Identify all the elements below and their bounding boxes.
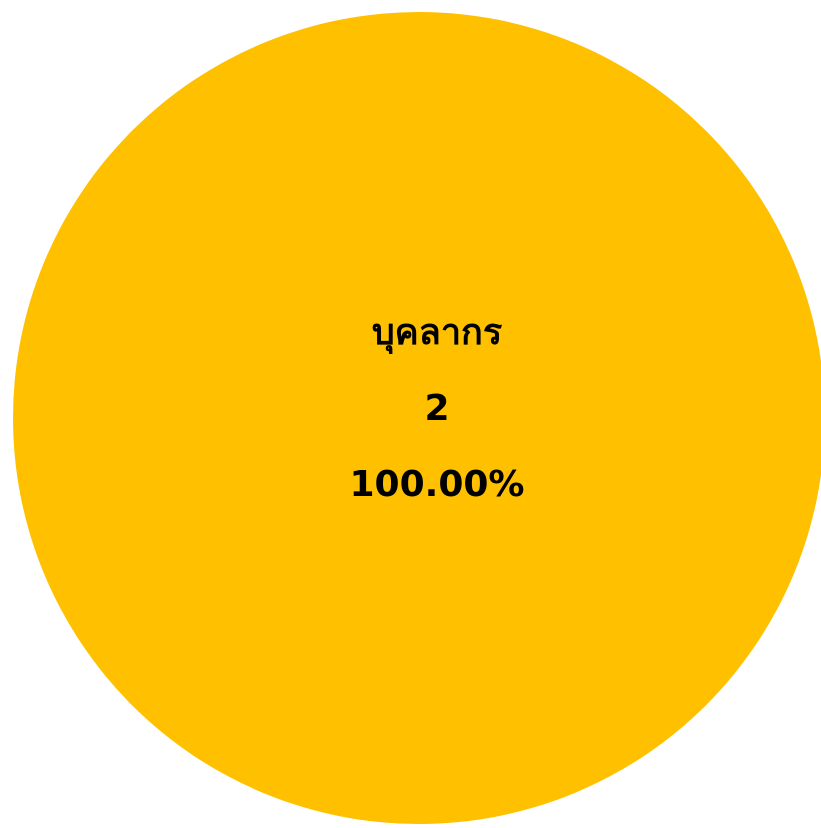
slice-percent-label: 100.00% — [350, 464, 525, 505]
slice-category-label: บุคลากร — [372, 312, 503, 355]
pie-slice — [13, 12, 821, 824]
pie-slices — [13, 12, 821, 824]
slice-value-label: 2 — [424, 388, 449, 429]
pie-data-labels: บุคลากร 2 100.00% — [350, 312, 525, 505]
